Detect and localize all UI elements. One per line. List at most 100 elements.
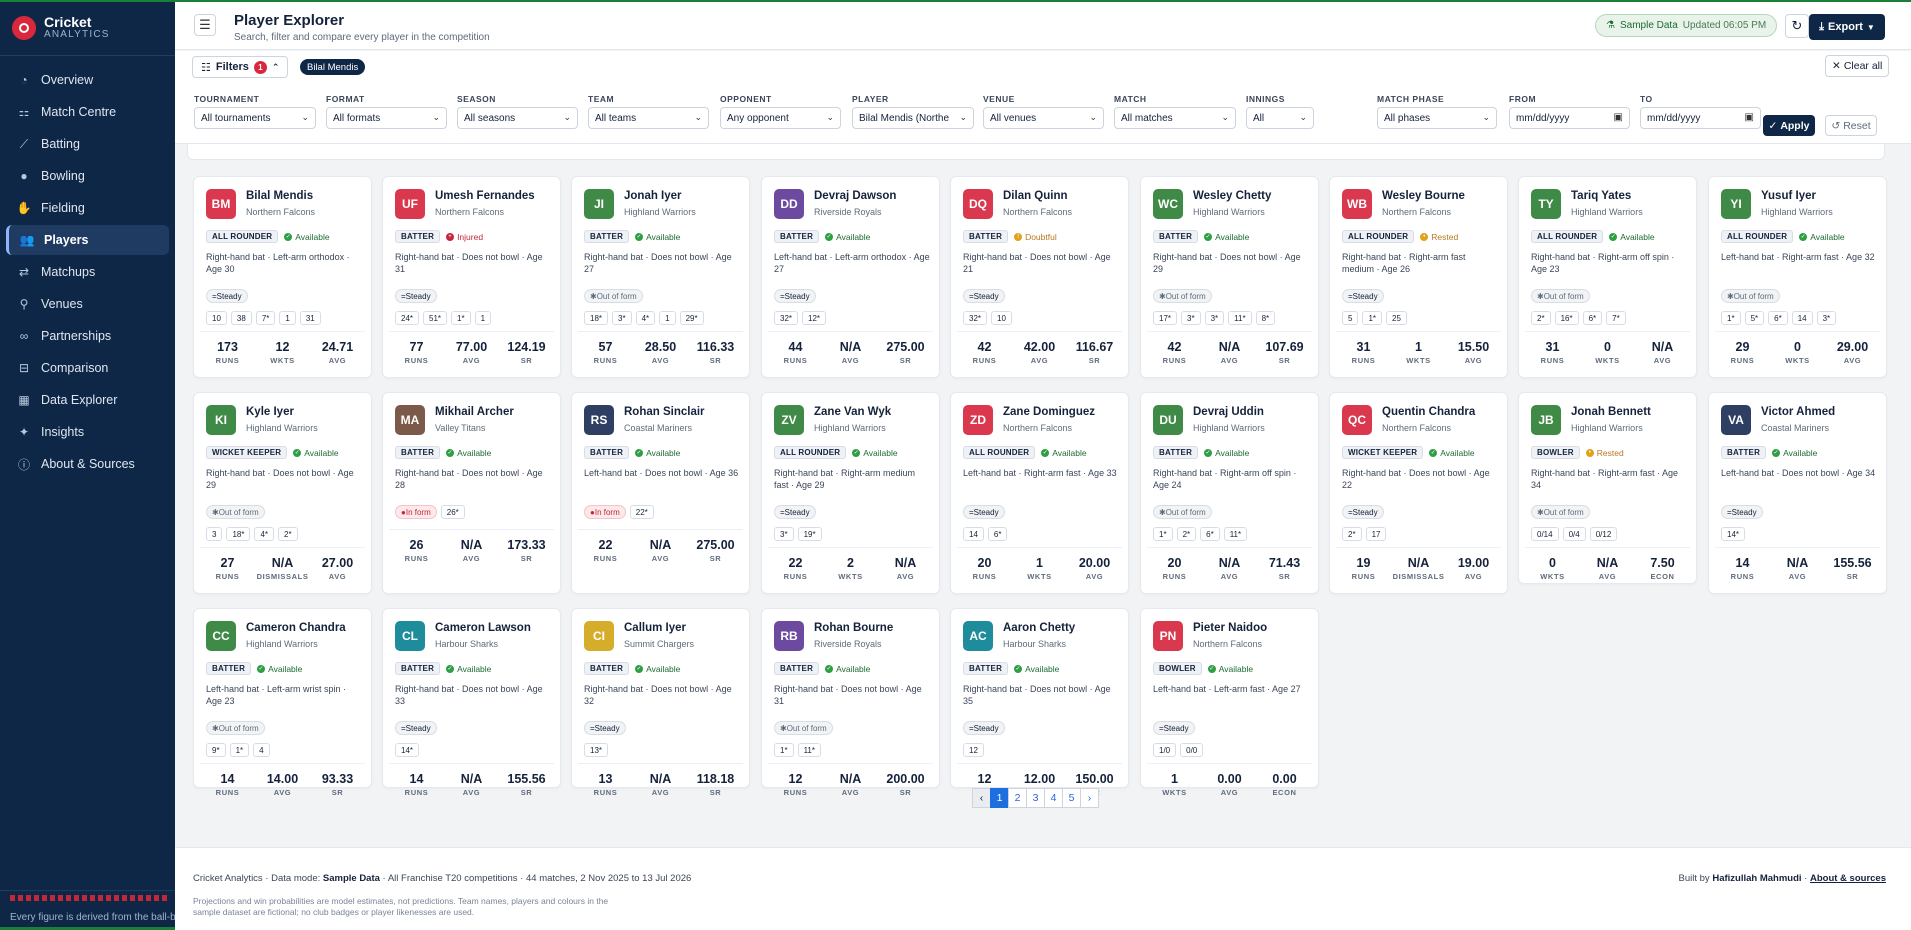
player-name[interactable]: Devraj Dawson (814, 190, 897, 202)
player-team: Highland Warriors (246, 639, 318, 649)
filter-select[interactable]: All tournaments ⌄ (194, 107, 316, 129)
player-card[interactable]: JI Jonah Iyer Highland Warriors BATTER ✓ Avai… (571, 176, 750, 378)
player-name[interactable]: Rohan Sinclair (624, 406, 705, 418)
player-name[interactable]: Jonah Iyer (624, 190, 682, 202)
sidebar-item-bowling[interactable]: ● Bowling (6, 161, 169, 191)
player-card[interactable]: TY Tariq Yates Highland Warriors ALL ROUNDE… (1518, 176, 1697, 378)
player-name[interactable]: Pieter Naidoo (1193, 622, 1268, 634)
sidebar-item-matchups[interactable]: ⇄ Matchups (6, 257, 169, 287)
sidebar-item-batting[interactable]: ⟋ Batting (6, 129, 169, 159)
player-card[interactable]: UF Umesh Fernandes Northern Falcons BATTER +… (382, 176, 561, 378)
sidebar-item-players[interactable]: 👥 Players (6, 225, 169, 255)
chevron-down-icon: ⌄ (959, 112, 967, 122)
sidebar-item-data-explorer[interactable]: ▦ Data Explorer (6, 385, 169, 415)
page-3-button[interactable]: 3 (1026, 788, 1045, 808)
sidebar-item-overview[interactable]: ◔ Overview (6, 65, 169, 95)
player-name[interactable]: Kyle Iyer (246, 406, 294, 418)
player-card[interactable]: WB Wesley Bourne Northern Falcons ALL ROUND… (1329, 176, 1508, 378)
player-card[interactable]: JB Jonah Bennett Highland Warriors BOWLER • R… (1518, 392, 1697, 584)
player-name[interactable]: Bilal Mendis (246, 190, 314, 202)
filter-select[interactable]: All matches ⌄ (1114, 107, 1236, 129)
player-name[interactable]: Callum Iyer (624, 622, 686, 634)
player-card[interactable]: RS Rohan Sinclair Coastal Mariners BATTER ✓ A… (571, 392, 750, 594)
player-card[interactable]: AC Aaron Chetty Harbour Sharks BATTER ✓ Avail… (950, 608, 1129, 797)
stat-label: DISMISSALS (256, 572, 309, 581)
filter-select[interactable]: All phases ⌄ (1377, 107, 1497, 129)
sidebar-item-about-sources[interactable]: ⓘ About & Sources (6, 449, 169, 479)
sidebar-item-partnerships[interactable]: ∞ Partnerships (6, 321, 169, 351)
refresh-button[interactable]: ↻ (1785, 14, 1809, 38)
page-5-button[interactable]: 5 (1062, 788, 1081, 808)
player-name[interactable]: Yusuf Iyer (1761, 190, 1816, 202)
stat-row: 31 RUNS 0 WKTS N/A AVG (1525, 331, 1690, 365)
player-card[interactable]: BM Bilal Mendis Northern Falcons ALL ROUNDE… (193, 176, 372, 378)
about-sources-link[interactable]: About & sources (1809, 873, 1886, 884)
player-name[interactable]: Mikhail Archer (435, 406, 514, 418)
player-card[interactable]: CL Cameron Lawson Harbour Sharks BATTER ✓ Ava… (382, 608, 561, 797)
player-card[interactable]: VA Victor Ahmed Coastal Mariners BATTER ✓ Ava… (1708, 392, 1887, 594)
player-name[interactable]: Wesley Chetty (1193, 190, 1272, 202)
sidebar-item-venues[interactable]: ⚲ Venues (6, 289, 169, 319)
player-name[interactable]: Tariq Yates (1571, 190, 1632, 202)
player-name[interactable]: Zane Van Wyk (814, 406, 892, 418)
player-card[interactable]: CI Callum Iyer Summit Chargers BATTER ✓ Avail… (571, 608, 750, 797)
player-name[interactable]: Zane Dominguez (1003, 406, 1096, 418)
player-name[interactable]: Wesley Bourne (1382, 190, 1465, 202)
filter-select[interactable]: All seasons ⌄ (457, 107, 578, 129)
brand[interactable]: Cricket ANALYTICS (0, 0, 175, 56)
player-name[interactable]: Quentin Chandra (1382, 406, 1476, 418)
player-card[interactable]: QC Quentin Chandra Northern Falcons WICKET … (1329, 392, 1508, 594)
player-card[interactable]: CC Cameron Chandra Highland Warriors BATTER… (193, 608, 372, 797)
score-chip: 25 (1386, 311, 1407, 325)
filter-select[interactable]: All ⌄ (1246, 107, 1314, 129)
score-chip: 11* (1223, 527, 1248, 541)
player-name[interactable]: Umesh Fernandes (435, 190, 535, 202)
sidebar-item-comparison[interactable]: ⊟ Comparison (6, 353, 169, 383)
clear-all-button[interactable]: ✕ Clear all (1825, 55, 1890, 77)
player-card[interactable]: PN Pieter Naidoo Northern Falcons BOWLER ✓ Av… (1140, 608, 1319, 797)
player-card[interactable]: DD Devraj Dawson Riverside Royals BATTER ✓ Av… (761, 176, 940, 378)
player-card[interactable]: ZD Zane Dominguez Northern Falcons ALL ROUN… (950, 392, 1129, 594)
player-card[interactable]: WC Wesley Chetty Highland Warriors BATTER ✓ A… (1140, 176, 1319, 378)
date-input[interactable]: mm/dd/yyyy ▣ (1509, 107, 1630, 129)
next-page-button[interactable]: › (1080, 788, 1099, 808)
filter-select[interactable]: All formats ⌄ (326, 107, 447, 129)
reset-button[interactable]: ↺ Reset (1825, 115, 1877, 136)
page-2-button[interactable]: 2 (1008, 788, 1027, 808)
player-name[interactable]: Aaron Chetty (1003, 622, 1076, 634)
player-card[interactable]: DQ Dilan Quinn Northern Falcons BATTER! Doub… (950, 176, 1129, 378)
previous-page-button[interactable]: ‹ (972, 788, 991, 808)
apply-button[interactable]: ✓ Apply (1763, 115, 1815, 136)
recent-scores: 32* 10 (963, 311, 1123, 325)
sidebar-item-insights[interactable]: ✦ Insights (6, 417, 169, 447)
player-name[interactable]: Rohan Bourne (814, 622, 894, 634)
sidebar-item-fielding[interactable]: ✋ Fielding (6, 193, 169, 223)
filter-value: All phases (1384, 112, 1431, 124)
player-description: Left-hand bat · Right-arm fast · Age 33 (963, 468, 1117, 478)
player-name[interactable]: Devraj Uddin (1193, 406, 1264, 418)
active-filter-chip[interactable]: Bilal Mendis (300, 59, 366, 75)
date-input[interactable]: mm/dd/yyyy ▣ (1640, 107, 1761, 129)
stat-sr: 116.67 SR (1067, 340, 1122, 365)
player-card[interactable]: YI Yusuf Iyer Highland Warriors ALL ROUNDER… (1708, 176, 1887, 378)
page-4-button[interactable]: 4 (1044, 788, 1063, 808)
filters-toggle-button[interactable]: ☷ Filters 1 ⌃ (192, 56, 289, 78)
player-card[interactable]: MA Mikhail Archer Valley Titans BATTER ✓ Avai… (382, 392, 561, 594)
filter-select[interactable]: Any opponent ⌄ (720, 107, 841, 129)
page-1-button[interactable]: 1 (990, 788, 1009, 808)
filter-select[interactable]: Bilal Mendis (Northe ⌄ (852, 107, 974, 129)
player-card[interactable]: DU Devraj Uddin Highland Warriors BATTER ✓ Av… (1140, 392, 1319, 594)
filter-select[interactable]: All teams ⌄ (588, 107, 709, 129)
hamburger-menu-button[interactable]: ☰ (194, 14, 216, 36)
sidebar-item-match-centre[interactable]: ⚏ Match Centre (6, 97, 169, 127)
player-name[interactable]: Jonah Bennett (1571, 406, 1651, 418)
player-card[interactable]: KI Kyle Iyer Highland Warriors WICKET KEEPE… (193, 392, 372, 594)
player-name[interactable]: Victor Ahmed (1761, 406, 1836, 418)
player-name[interactable]: Dilan Quinn (1003, 190, 1068, 202)
export-button[interactable]: ⤓ Export ▼ (1809, 14, 1885, 40)
filter-select[interactable]: All venues ⌄ (983, 107, 1104, 129)
player-card[interactable]: RB Rohan Bourne Riverside Royals BATTER ✓ Ava… (761, 608, 940, 797)
player-card[interactable]: ZV Zane Van Wyk Highland Warriors ALL ROUND… (761, 392, 940, 594)
player-name[interactable]: Cameron Chandra (246, 622, 346, 634)
player-name[interactable]: Cameron Lawson (435, 622, 531, 634)
